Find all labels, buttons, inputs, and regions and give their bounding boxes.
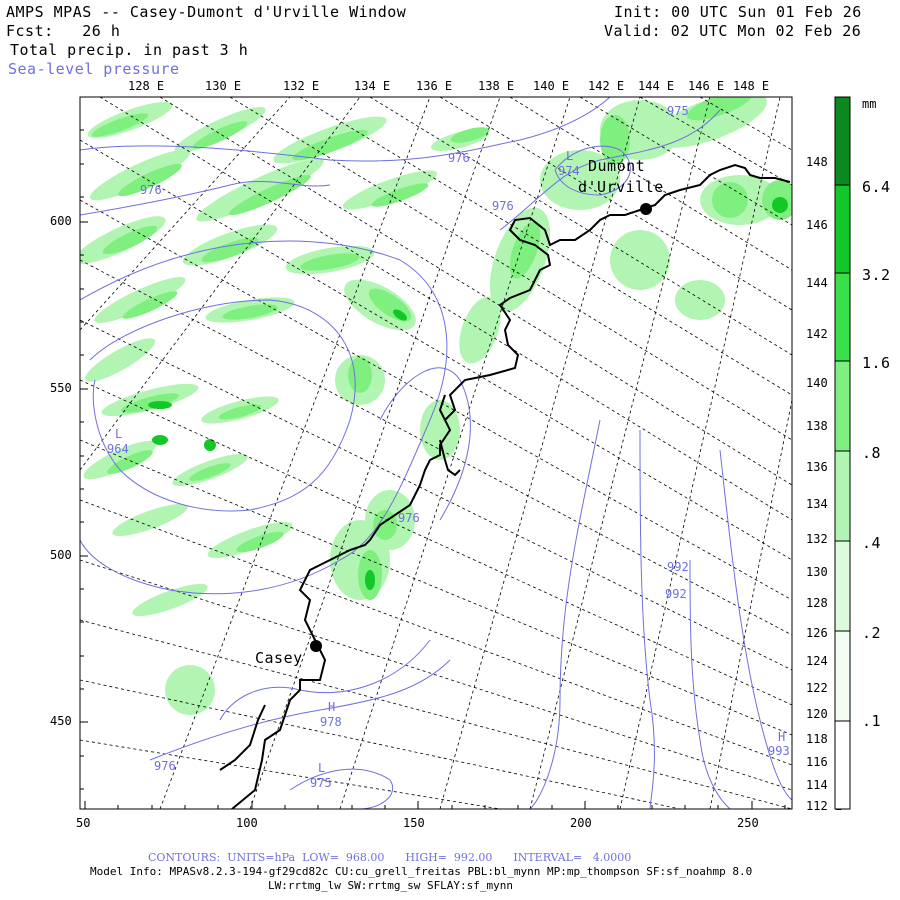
right-lon-label: 130 E (806, 565, 843, 579)
contour-field-name: Sea-level pressure (8, 60, 180, 78)
legend-label: 1.6 (862, 354, 891, 372)
pressure-label: 992 (667, 560, 689, 574)
right-lon-label: 126 E (806, 626, 843, 640)
top-lon-label: 140 E (533, 79, 570, 93)
slp-contours (80, 97, 792, 809)
right-lon-label: 142 E (806, 327, 843, 341)
pressure-label: 975 (667, 104, 689, 118)
top-lon-label: 136 E (416, 79, 453, 93)
pressure-label: 976 (154, 759, 176, 773)
pressure-label: 976 (448, 151, 470, 165)
right-lon-label: 122 E (806, 681, 843, 695)
top-lon-label: 142 E (588, 79, 625, 93)
legend-label: .1 (862, 712, 882, 730)
field-name: Total precip. in past 3 h (10, 41, 249, 59)
left-axis-label: 550 (50, 381, 72, 395)
pressure-label: 993 (768, 744, 790, 758)
high-marker: H (778, 730, 786, 744)
pressure-label: 975 (310, 776, 332, 790)
pressure-label: 976 (398, 511, 420, 525)
pressure-label: 976 (492, 199, 514, 213)
valid-time: Valid: 02 UTC Mon 02 Feb 26 (604, 22, 862, 40)
right-lon-label: 138 E (806, 419, 843, 433)
legend-label: 3.2 (862, 266, 891, 284)
pressure-label: 974 (558, 164, 580, 178)
right-lon-label: 118 E (806, 732, 843, 746)
top-lon-label: 144 E (638, 79, 675, 93)
left-axis-ticks (80, 129, 88, 790)
right-lon-label: 114 E (806, 778, 843, 792)
right-lon-label: 148 E (806, 155, 843, 169)
right-lon-label: 116 E (806, 755, 843, 769)
bottom-axis-label: 150 (403, 816, 425, 830)
right-lon-label: 140 E (806, 376, 843, 390)
forecast-hour: Fcst: 26 h (6, 22, 121, 40)
low-marker: L (318, 761, 326, 775)
dumont-label-line1: Dumont (588, 157, 646, 175)
left-axis-label: 600 (50, 214, 72, 228)
top-lon-label: 128 E (128, 79, 165, 93)
right-lon-label: 144 E (806, 276, 843, 290)
casey-label: Casey (255, 649, 303, 667)
top-lon-label: 146 E (688, 79, 725, 93)
right-lon-label: 124 E (806, 654, 843, 668)
right-lon-label: 128 E (806, 596, 843, 610)
model-info-line2: LW:rrtmg_lw SW:rrtmg_sw SFLAY:sf_mynn (268, 879, 514, 892)
right-lon-label: 136 E (806, 460, 843, 474)
bottom-axis-label: 100 (236, 816, 258, 830)
low-marker: L (566, 149, 574, 163)
right-lon-label: 134 E (806, 497, 843, 511)
left-axis-label: 500 (50, 548, 72, 562)
top-lon-label: 138 E (478, 79, 515, 93)
right-lon-label: 112 E (806, 799, 843, 813)
top-lon-label: 132 E (283, 79, 320, 93)
top-lon-label: 130 E (205, 79, 242, 93)
left-axis-label: 450 (50, 714, 72, 728)
high-marker: H (328, 700, 336, 714)
right-lon-label: 120 E (806, 707, 843, 721)
precip-field (80, 97, 792, 715)
legend-label: .8 (862, 444, 882, 462)
casey-station-marker (310, 640, 322, 652)
bottom-axis-label: 200 (570, 816, 592, 830)
map-frame (79, 96, 793, 810)
bottom-axis-label: 250 (737, 816, 759, 830)
init-time: Init: 00 UTC Sun 01 Feb 26 (614, 3, 862, 21)
dumont-durville-station-marker (640, 203, 652, 215)
model-info: Model Info: MPASv8.2.3-194-gf29cd82c CU:… (90, 865, 753, 878)
contour-info: CONTOURS: UNITS=hPa LOW= 968.00 HIGH= 99… (148, 851, 632, 864)
pressure-label: 992 (665, 587, 687, 601)
pressure-label: 976 (140, 183, 162, 197)
map-title: AMPS MPAS -- Casey-Dumont d'Urville Wind… (6, 3, 407, 21)
legend-label: .2 (862, 624, 882, 642)
pressure-label: 964 (107, 442, 129, 456)
legend-unit: mm (862, 97, 877, 111)
pressure-label: 978 (320, 715, 342, 729)
bottom-axis-ticks (84, 801, 786, 809)
low-marker: L (115, 427, 123, 441)
right-lon-label: 132 E (806, 532, 843, 546)
legend-label: .4 (862, 534, 882, 552)
dumont-label-line2: d'Urville (578, 178, 664, 196)
bottom-axis-label: 50 (76, 816, 91, 830)
legend-label: 6.4 (862, 178, 891, 196)
top-lon-label: 134 E (354, 79, 391, 93)
right-lon-label: 146 E (806, 218, 843, 232)
top-lon-label: 148 E (733, 79, 770, 93)
